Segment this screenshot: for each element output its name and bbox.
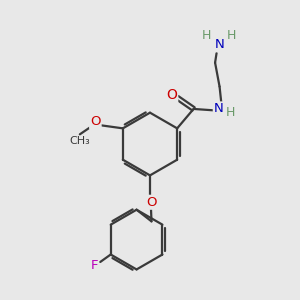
Text: O: O [166,88,177,102]
Text: N: N [215,38,224,51]
Text: F: F [91,260,98,272]
Text: O: O [146,196,157,209]
Text: H: H [202,29,211,42]
Text: N: N [214,102,224,116]
Text: CH₃: CH₃ [70,136,90,146]
Text: H: H [226,106,235,119]
Text: O: O [90,115,101,128]
Text: H: H [227,29,236,42]
